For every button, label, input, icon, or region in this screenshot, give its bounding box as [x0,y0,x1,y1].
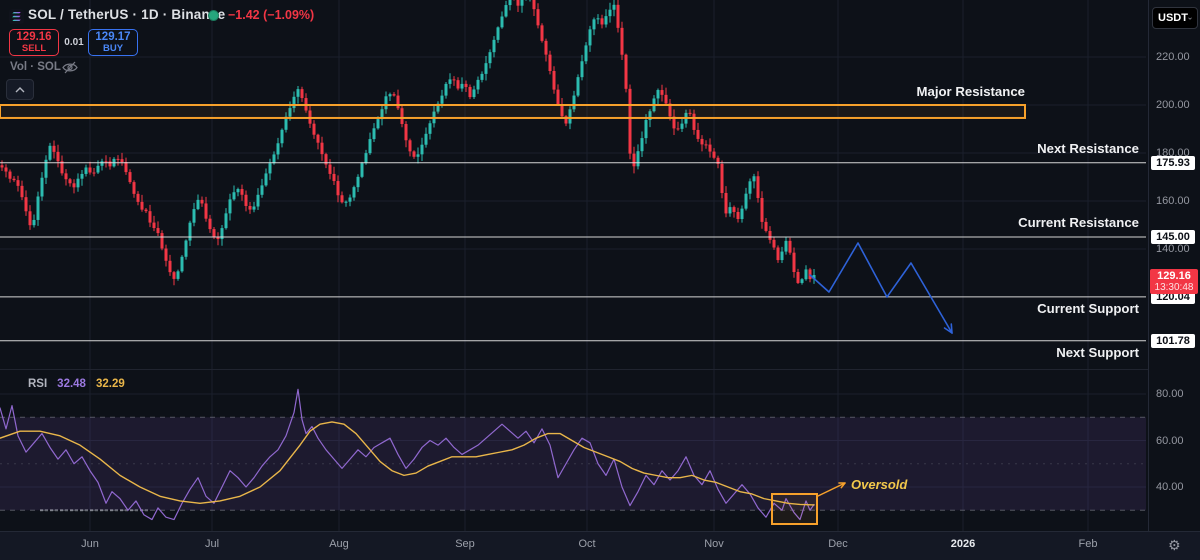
price-change: −1.42 (−1.09%) [228,8,315,22]
time-label-2026[interactable]: 2026 [950,538,976,550]
time-label-Aug[interactable]: Aug [329,538,349,550]
time-label-Jul[interactable]: Jul [204,538,220,550]
annotation-next-support[interactable]: Next Support [1056,345,1139,360]
chevron-down-icon [1188,17,1192,20]
price-axis[interactable]: USDT 220.00 200.00 180.00 160.00 140.00 80.00… [1148,0,1200,531]
rsi-tick-60.00: 60.00 [1156,434,1184,447]
level-badge-175.93: 175.93 [1151,155,1195,170]
buy-button[interactable]: 129.17 BUY [88,29,138,56]
sell-label: SELL [21,42,47,54]
rsi-name: RSI [28,378,48,390]
annotation-current-resistance[interactable]: Current Resistance [1018,215,1139,230]
time-label-Oct[interactable]: Oct [578,538,596,550]
time-label-Feb[interactable]: Feb [1078,538,1098,550]
sell-button[interactable]: 129.16 SELL [9,29,59,56]
time-label-Nov[interactable]: Nov [704,538,724,550]
price-tick-220.00: 220.00 [1156,51,1190,63]
spread-value: 0.01 [64,37,84,48]
last-price-value: 129.16 [1157,270,1191,283]
rsi-tick-40.00: 40.00 [1156,481,1184,493]
rsi-legend[interactable]: RSI 32.48 32.29 [28,378,125,390]
currency-selector-button[interactable]: USDT [1152,7,1198,29]
chart-canvas[interactable] [0,0,1148,531]
price-tick-160.00: 160.00 [1156,195,1190,207]
annotation-oversold[interactable]: Oversold [851,477,908,492]
countdown-timer: 13:30:48 [1154,282,1194,294]
rsi-tick-80.00: 80.00 [1156,388,1184,400]
level-badge-101.78: 101.78 [1151,333,1195,348]
settings-gear-icon[interactable]: ⚙ [1168,537,1181,553]
market-status-icon [208,10,219,21]
price-tick-200.00: 200.00 [1156,99,1190,111]
buy-price: 129.17 [95,31,131,44]
rsi-value: 32.48 [57,378,86,390]
collapse-pane-button[interactable] [6,79,34,100]
solana-logo-icon [9,9,24,29]
time-label-Sep[interactable]: Sep [455,538,475,550]
time-axis[interactable]: Jun Jul Aug Sep Oct Nov Dec 2026 Feb ⚙ [0,531,1200,560]
annotation-major-resistance[interactable]: Major Resistance [916,84,1025,99]
volume-study-label[interactable]: Vol · SOL [10,61,61,73]
eye-hidden-icon[interactable] [62,61,78,79]
symbol-title[interactable]: SOL / TetherUS · 1D · Binance [28,7,226,22]
time-label-Jun[interactable]: Jun [81,538,99,550]
price-tick-140.00: 140.00 [1156,243,1190,255]
currency-label: USDT [1158,12,1188,24]
last-price-badge: 129.16 13:30:48 [1150,269,1198,295]
rsi-ma-value: 32.29 [95,378,125,390]
annotation-next-resistance[interactable]: Next Resistance [1037,141,1139,156]
buy-label: BUY [102,42,124,54]
sell-price: 129.16 [16,31,52,44]
chevron-up-icon [15,86,25,92]
annotation-current-support[interactable]: Current Support [1037,301,1139,316]
time-label-Dec[interactable]: Dec [828,538,848,550]
level-badge-145.00: 145.00 [1151,230,1195,244]
